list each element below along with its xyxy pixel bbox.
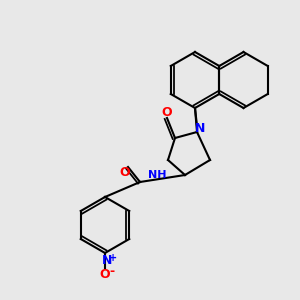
Text: N: N <box>195 122 205 136</box>
Text: O: O <box>120 166 130 178</box>
Text: +: + <box>109 253 117 263</box>
Text: -: - <box>110 265 115 278</box>
Text: O: O <box>162 106 172 119</box>
Text: O: O <box>100 268 110 281</box>
Text: N: N <box>102 254 112 266</box>
Text: NH: NH <box>148 170 167 181</box>
